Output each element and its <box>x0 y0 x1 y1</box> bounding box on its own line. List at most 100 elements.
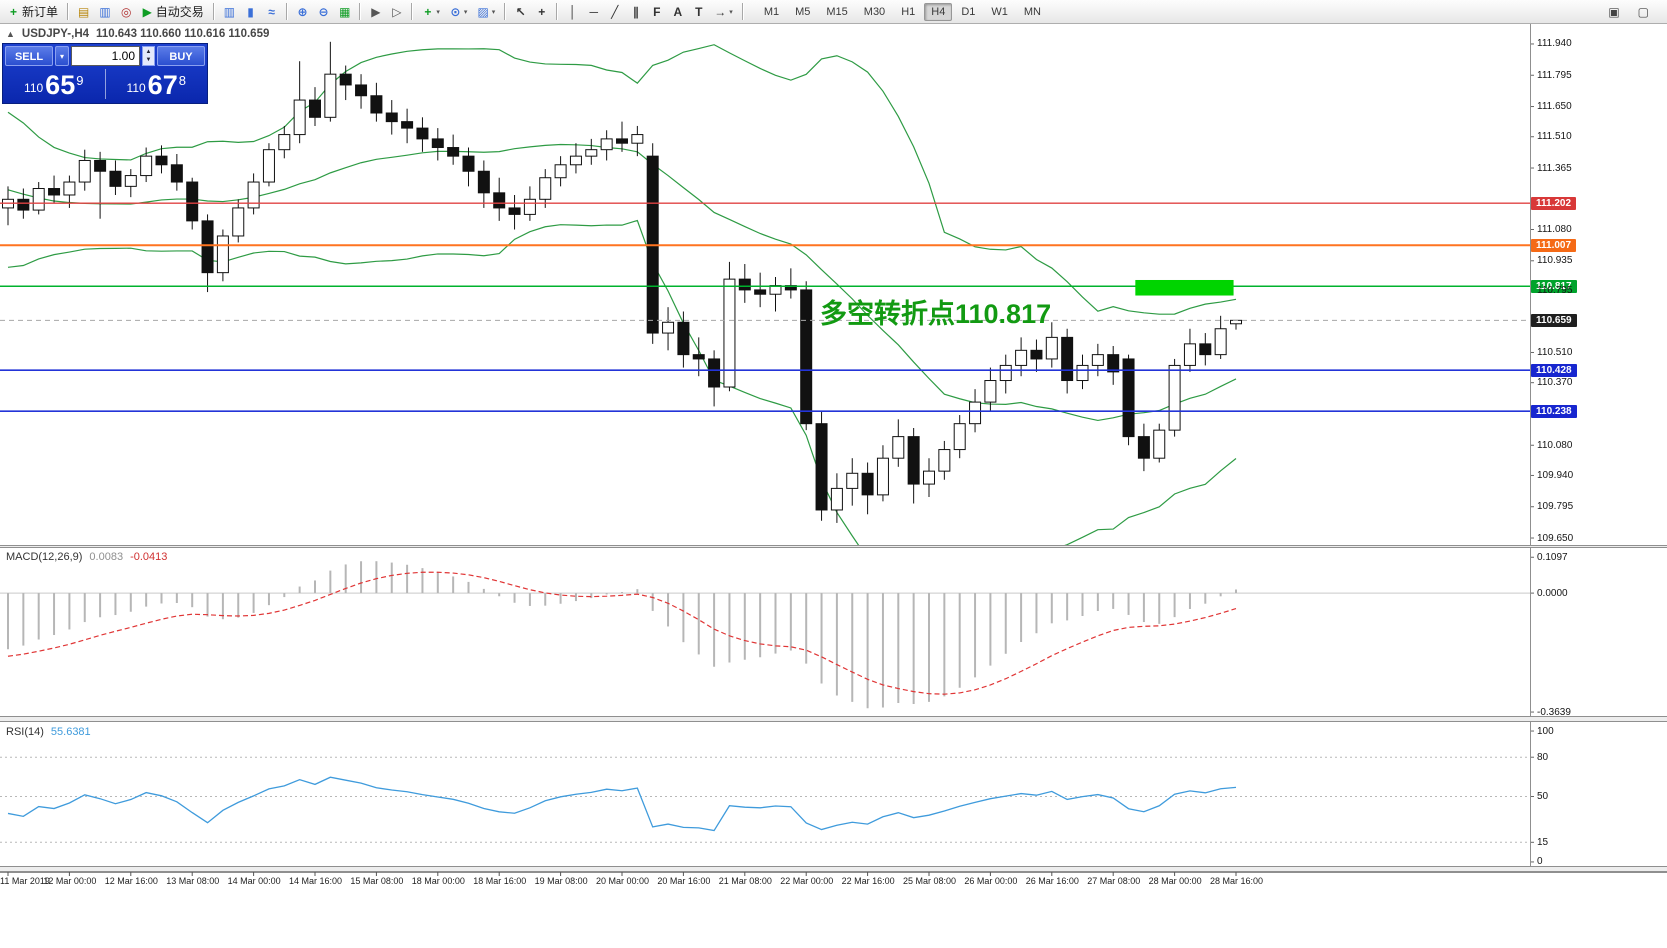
price-axis-label: 111.080 <box>1537 224 1572 235</box>
time-axis-label: 28 Mar 16:00 <box>1210 876 1264 886</box>
panel-splitter[interactable] <box>0 545 1667 548</box>
chart-ohlc-values: 110.643 110.660 110.616 110.659 <box>96 28 270 40</box>
zoom-out-button[interactable]: ⊖ <box>313 1 334 23</box>
time-axis-label: 28 Mar 00:00 <box>1148 876 1202 886</box>
zoom-in-button[interactable]: ⊕ <box>292 1 313 23</box>
crosshair-button[interactable]: + <box>531 1 552 23</box>
trendline-button[interactable]: ╱ <box>604 1 625 23</box>
candle <box>830 473 843 523</box>
volume-stepper[interactable]: ▲ ▼ <box>142 46 155 66</box>
time-axis[interactable]: 11 Mar 2019 12 Mar 00:00 12 Mar 16:00 13 Ma… <box>0 872 1667 948</box>
candle <box>385 100 398 135</box>
zoom-in-icon: ⊕ <box>297 4 308 19</box>
time-axis-label: 19 Mar 08:00 <box>534 876 588 886</box>
buy-button[interactable]: BUY <box>157 46 205 66</box>
tile-windows-button[interactable]: ▦ <box>334 1 355 23</box>
candle <box>462 147 475 187</box>
candle <box>1030 339 1043 372</box>
candle <box>1183 328 1196 372</box>
time-axis-label: 26 Mar 16:00 <box>1025 876 1079 886</box>
timeframe-mn-button[interactable]: MN <box>1023 5 1041 18</box>
time-axis-label: 20 Mar 00:00 <box>596 876 650 886</box>
line-chart-style-button[interactable]: ≈ <box>261 1 282 23</box>
candle <box>815 410 828 521</box>
price-axis-label: 111.365 <box>1537 162 1572 174</box>
toolbar-separator <box>741 3 744 20</box>
candle <box>247 173 260 215</box>
toolbar-extra-icon-2[interactable]: ▢ <box>1637 4 1649 19</box>
timeframe-m5-button[interactable]: M5 <box>795 5 811 18</box>
candlestick-style-button[interactable]: ▮ <box>240 1 261 23</box>
rsi-label: RSI(14) 55.6381 <box>6 726 91 738</box>
volume-dropdown-icon[interactable]: ▾ <box>55 46 69 66</box>
horizontal-line-button[interactable]: ─ <box>583 1 604 23</box>
timeframe-h1-button[interactable]: H1 <box>901 5 916 18</box>
buy-price[interactable]: 110 67 8 <box>106 66 208 102</box>
stepper-up-icon[interactable]: ▲ <box>145 49 152 55</box>
time-axis-label: 15 Mar 08:00 <box>350 876 404 886</box>
periods-button[interactable]: ⊙ ▾ <box>445 1 473 23</box>
sell-price[interactable]: 110 65 9 <box>3 66 105 102</box>
cursor-button[interactable]: ↖ <box>510 1 531 23</box>
sell-button[interactable]: SELL <box>5 46 53 66</box>
data-window-icon-icon: ▥ <box>99 4 111 19</box>
price-axis-label: 111.795 <box>1537 69 1572 81</box>
toolbar-extra-icon-1[interactable]: ▣ <box>1608 4 1620 19</box>
text-button[interactable]: A <box>667 1 688 23</box>
timeframe-m1-button[interactable]: M1 <box>763 5 780 18</box>
volume-input[interactable]: 1.00 <box>71 46 140 66</box>
candle <box>554 156 567 187</box>
time-axis-label: 14 Mar 00:00 <box>227 876 281 886</box>
price-tag-111.007: 111.007 <box>1531 238 1577 252</box>
price-axis-label: 111.650 <box>1537 101 1572 113</box>
timeframe-w1-button[interactable]: W1 <box>991 5 1008 18</box>
price-axis-label: 110.370 <box>1537 377 1573 389</box>
navigator-icon[interactable]: ◎ <box>116 1 137 23</box>
candle <box>539 169 552 208</box>
timeframe-m30-button[interactable]: M30 <box>863 5 886 18</box>
stepper-down-icon[interactable]: ▼ <box>145 57 152 63</box>
highlight-rectangle[interactable] <box>1135 279 1234 296</box>
market-watch-icon-icon: ▤ <box>78 4 90 19</box>
candle <box>1137 423 1150 472</box>
sell-price-pips: 65 <box>45 70 76 100</box>
price-tag-110.817: 110.817 <box>1531 279 1577 293</box>
candle <box>1091 343 1104 377</box>
auto-scroll-button[interactable]: ▶ <box>365 1 386 23</box>
candle <box>754 272 767 308</box>
candle <box>953 415 966 459</box>
panel-splitter[interactable] <box>0 866 1667 872</box>
candle <box>861 462 874 515</box>
time-axis-label: 27 Mar 08:00 <box>1087 876 1141 886</box>
panel-splitter[interactable] <box>0 716 1667 722</box>
toolbar-separator <box>286 3 289 20</box>
vertical-line-button[interactable]: │ <box>562 1 583 23</box>
candle <box>355 74 368 109</box>
chart-text-annotation[interactable]: 多空转折点110.817 <box>820 299 1052 329</box>
toolbar-separator <box>411 3 414 20</box>
timeframe-d1-button[interactable]: D1 <box>961 5 976 18</box>
candle <box>907 427 920 504</box>
market-watch-icon[interactable]: ▤ <box>73 1 94 23</box>
new-order-button[interactable]: + 新订单 <box>3 1 63 23</box>
one-click-prices: 110 65 9 110 67 8 <box>3 66 207 102</box>
indicators-button[interactable]: + ▾ <box>417 1 445 23</box>
candle <box>78 149 91 191</box>
data-window-icon[interactable]: ▥ <box>94 1 115 23</box>
chart-shift-button[interactable]: ▷ <box>386 1 407 23</box>
label-button[interactable]: T <box>688 1 709 23</box>
templates-button[interactable]: ▨ ▾ <box>472 1 500 23</box>
price-axis[interactable]: 111.202 111.007 110.817 110.659 110.428 110.2… <box>1530 0 1667 948</box>
bar-chart-style-button[interactable]: ▥ <box>219 1 240 23</box>
autotrading-button[interactable]: ▶ 自动交易 <box>137 1 209 23</box>
timeframe-h4-button[interactable]: H4 <box>924 2 953 21</box>
arrows-button[interactable]: → ▾ <box>709 1 738 23</box>
rsi-name: RSI(14) <box>6 726 44 738</box>
fibonacci-button[interactable]: F <box>646 1 667 23</box>
time-axis-label: 18 Mar 00:00 <box>411 876 465 886</box>
navigator-icon-icon: ◎ <box>120 4 132 19</box>
timeframe-m15-button[interactable]: M15 <box>826 5 848 18</box>
macd-name: MACD(12,26,9) <box>6 551 83 563</box>
channel-button[interactable]: ∥ <box>625 1 646 23</box>
